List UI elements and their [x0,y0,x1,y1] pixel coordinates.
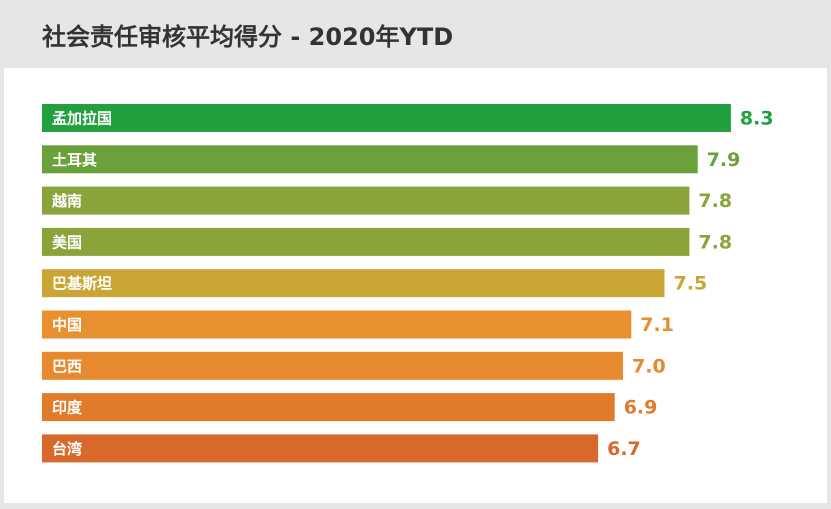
category-label: 台湾 [52,440,82,458]
value-label: 7.8 [698,190,732,212]
bar [42,104,731,132]
value-label: 7.5 [674,273,708,295]
chart-title: 社会责任审核平均得分 - 2020年YTD [42,23,453,51]
category-label: 巴西 [52,357,82,375]
category-label: 巴基斯坦 [52,275,112,293]
bar [42,227,690,256]
category-label: 越南 [51,192,82,210]
value-label: 6.9 [624,397,658,419]
bar [42,269,665,298]
value-label: 7.1 [640,314,674,336]
category-label: 中国 [52,316,82,334]
bar [42,434,599,463]
bar [42,393,615,422]
category-label: 孟加拉国 [52,110,112,128]
bar [42,145,698,174]
value-label: 7.8 [698,231,732,253]
bar [42,186,690,215]
category-label: 美国 [52,233,82,251]
value-label: 8.3 [740,108,774,130]
bar [42,310,632,339]
value-label: 7.9 [707,149,741,171]
value-label: 6.7 [607,438,641,460]
bar [42,351,623,380]
category-label: 印度 [52,399,83,417]
value-label: 7.0 [632,355,666,377]
category-label: 土耳其 [52,151,97,169]
